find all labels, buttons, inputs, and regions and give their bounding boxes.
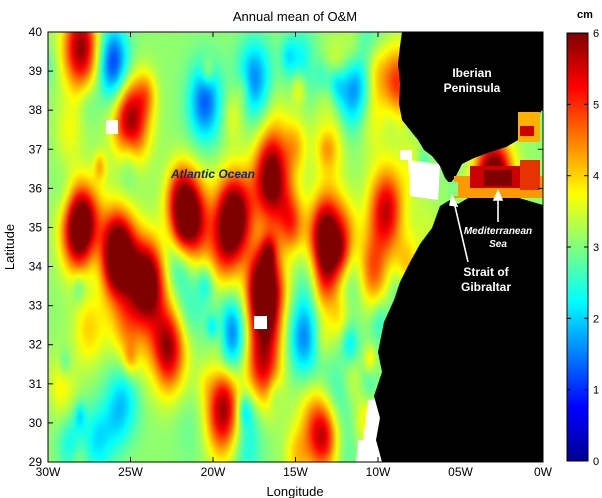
mediterranean-label-line1: Mediterranean <box>464 226 532 237</box>
map-title: Annual mean of O&M <box>233 9 357 24</box>
iberian-label-line1: Iberian <box>452 66 491 80</box>
y-axis-label: Latitude <box>2 224 17 270</box>
colorbar-tick-label: 1 <box>593 385 599 397</box>
x-tick-label: 25W <box>118 465 143 479</box>
x-tick-label: 15W <box>283 465 308 479</box>
y-axis-ticks: 29 30 31 32 33 34 35 36 37 38 39 40 <box>29 25 543 469</box>
x-tick-label: 10W <box>366 465 391 479</box>
y-tick-label: 36 <box>29 181 43 195</box>
y-tick-label: 31 <box>29 377 43 391</box>
atlantic-ocean-label: Atlantic Ocean <box>170 167 255 181</box>
x-tick-label: 30W <box>36 465 61 479</box>
colorbar-tick-label: 3 <box>593 242 599 254</box>
iberian-peninsula <box>398 32 543 184</box>
y-tick-label: 34 <box>29 260 43 274</box>
x-axis-ticks: 30W 25W 20W 15W 10W 05W 0W <box>36 32 553 479</box>
colorbar-ticks: 0 1 2 3 4 5 6 <box>567 28 599 468</box>
annotation-arrows <box>449 189 504 263</box>
strait-label-line1: Strait of <box>463 265 509 279</box>
x-tick-label: 20W <box>201 465 226 479</box>
mediterranean-arrow-head <box>492 189 504 201</box>
mediterranean-label-line2: Sea <box>489 239 507 250</box>
y-tick-label: 30 <box>29 416 43 430</box>
x-axis-label: Longitude <box>266 484 323 498</box>
strait-label-line2: Gibraltar <box>461 280 511 294</box>
colorbar-tick-label: 4 <box>593 171 599 183</box>
x-tick-label: 05W <box>448 465 473 479</box>
y-tick-label: 37 <box>29 142 43 156</box>
colorbar-unit: cm <box>577 9 593 21</box>
iberian-label-line2: Peninsula <box>444 81 501 95</box>
colorbar-tick-label: 6 <box>593 28 599 40</box>
colorbar-tick-label: 2 <box>593 313 599 325</box>
strait-arrow <box>453 201 469 263</box>
land-mask <box>374 32 543 462</box>
y-tick-label: 33 <box>29 299 43 313</box>
x-tick-label: 0W <box>534 465 553 479</box>
colorbar-tick-label: 5 <box>593 99 599 111</box>
mediterranean-data <box>448 112 543 198</box>
y-tick-label: 32 <box>29 338 43 352</box>
strait-arrow-head <box>449 193 459 208</box>
plot-area <box>48 32 543 462</box>
africa-coast <box>374 196 543 462</box>
y-tick-label: 29 <box>29 455 43 469</box>
y-tick-label: 35 <box>29 220 43 234</box>
y-tick-label: 39 <box>29 64 43 78</box>
y-tick-label: 38 <box>29 103 43 117</box>
colorbar-tick-label: 0 <box>593 456 599 468</box>
y-tick-label: 40 <box>29 25 43 39</box>
